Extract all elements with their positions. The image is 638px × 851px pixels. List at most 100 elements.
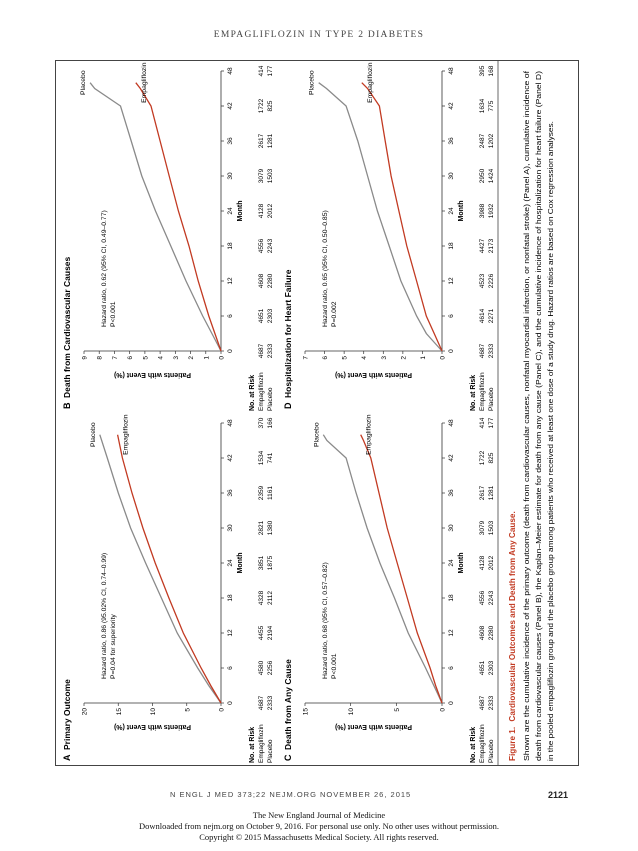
panel-a-y-tick-label: 5 [184,708,191,712]
panel-c-at-risk-value: 1503 [488,520,495,535]
panel-c-at-risk-value: 1281 [488,485,495,500]
panel-a-y-axis-title: Patients with Event (%) [114,723,191,730]
panel-c-at-risk-value: 2012 [488,555,495,570]
panel-a-placebo-curve [99,434,222,704]
panel-b-at-risk-value: 177 [267,65,274,76]
panel-b-placebo-label: Placebo [80,70,87,95]
panel-a-x-tick-label: 12 [227,629,234,637]
panel-b-y-tick-label: 2 [188,356,195,360]
panel-c-at-risk-value: 2333 [488,695,495,710]
panel-a-x-tick-label: 36 [227,489,234,497]
panel-c-x-tick-label: 0 [448,701,455,705]
panel-c-at-risk-value: 1722 [479,450,486,465]
panel-a-at-risk-value: 741 [267,452,274,463]
panel-b-at-risk-value: 2617 [258,133,265,148]
panel-d-at-risk-value: 1202 [488,133,495,148]
panel-d-at-risk-value: 1634 [479,98,486,113]
panel-d-letter: D [283,402,293,409]
panel-c-y-tick-label: 5 [394,708,401,712]
panel-b-empagliflozin-curve [135,82,222,352]
panel-b-at-risk-value: 414 [258,65,265,76]
panel-a-y-tick-label: 15 [116,708,123,716]
panel-b-y-tick-label: 7 [112,356,119,360]
panel-d-placebo-curve [318,82,443,352]
panel-d-at-risk-value: 1424 [488,168,495,183]
panel-c-at-risk-row-label: Placebo [488,739,495,763]
panel-d-at-risk-value: 2950 [479,168,486,183]
panel-d-at-risk-value: 4614 [479,308,486,323]
figure-caption-label: Figure 1. [508,727,517,761]
panel-c-x-tick-label: 12 [448,629,455,637]
panel-b-y-tick-label: 4 [158,356,165,360]
caption-line-2: death from cardiovascular causes (Panel … [534,70,543,761]
panel-d-at-risk-header: No. at Risk [470,375,477,411]
panel-a-letter: A [62,754,72,761]
panel-a: A Primary Outcome 0 5 10 15 20 0 6 12 18 24 30 36 42 48… [62,414,274,763]
panel-a-at-risk-value: 2359 [258,485,265,500]
panel-d-hazard-ratio-line: Hazard ratio, 0.65 (95% CI, 0.50–0.85) [322,210,329,327]
panel-c-x-tick-label: 48 [448,419,455,427]
panel-b-x-tick-label: 0 [227,349,234,353]
panel-b-at-risk-value: 1722 [258,98,265,113]
notice-line-3: Copyright © 2015 Massachusetts Medical S… [199,832,439,842]
panel-b-empagliflozin-label: Empagliflozin [141,62,148,103]
panel-d-at-risk-value: 2226 [488,273,495,288]
panel-a-at-risk-value: 1161 [267,486,274,500]
panel-b-x-tick-label: 48 [227,67,234,75]
panel-b-at-risk-value: 1503 [267,168,274,183]
panel-b-at-risk-value: 2280 [267,273,274,288]
panel-d-at-risk-row-label: Placebo [488,387,495,411]
panel-d-x-tick-label: 18 [448,242,455,250]
panel-a-hazard-ratio-line: P=0.04 for superiority [110,614,117,679]
panel-c-placebo-label: Placebo [313,422,320,447]
journal-reference: N ENGL J MED 373;22 NEJM.ORG NOVEMBER 26… [170,790,412,799]
panel-c-at-risk-header: No. at Risk [470,727,477,763]
panel-d-y-tick-label: 4 [361,356,368,360]
panel-d-y-tick-label: 1 [420,356,427,360]
panel-a-at-risk-value: 1380 [267,520,274,535]
panel-d-y-tick-label: 5 [342,356,349,360]
panel-a-empagliflozin-label: Empagliflozin [123,414,130,455]
panel-b-x-tick-label: 6 [227,314,234,318]
figure-caption-title: Cardiovascular Outcomes and Death from A… [508,511,517,721]
panel-c-y-tick-label: 15 [303,708,310,716]
panel-a-at-risk-value: 166 [267,417,274,428]
panel-b-y-tick-label: 3 [173,356,180,360]
panel-a-placebo-label: Placebo [90,422,97,447]
panel-b-at-risk-value: 4687 [258,343,265,358]
panel-b-at-risk-value: 1281 [267,133,274,148]
panel-b-at-risk-value: 2333 [267,343,274,358]
panel-c-at-risk-value: 4556 [479,590,486,605]
panel-d-at-risk-value: 395 [479,65,486,76]
panel-c-at-risk-value: 2243 [488,590,495,605]
panel-b-at-risk-value: 4651 [258,308,265,323]
panel-c-at-risk-value: 2617 [479,485,486,500]
panel-c-hazard-ratio-line: Hazard ratio, 0.68 (95% CI, 0.57–0.82) [322,562,329,679]
panel-b-placebo-curve [89,82,222,352]
panel-a-y-tick-label: 0 [219,708,226,712]
panel-d-y-tick-label: 7 [303,356,310,360]
panel-d-empagliflozin-curve [361,82,443,352]
panel-a-at-risk-value: 2256 [267,660,274,675]
panel-b-at-risk-row-label: Empagliflozin [258,372,265,411]
panel-b-y-tick-label: 0 [219,356,226,360]
panel-c-x-tick-label: 6 [448,666,455,670]
notice-line-1: The New England Journal of Medicine [252,810,386,820]
panel-b-y-tick-label: 9 [82,356,89,360]
figure-rotated-content: Figure 1. Cardiovascular Outcomes and De… [56,61,578,765]
panel-d-y-tick-label: 2 [400,356,407,360]
panel-b-x-tick-label: 24 [227,207,234,215]
panel-c-at-risk-value: 4608 [479,625,486,640]
panel-b-letter: B [62,402,72,409]
panel-d-at-risk-value: 2333 [488,343,495,358]
panel-c-letter: C [283,754,293,761]
panel-d-at-risk-value: 3988 [479,203,486,218]
panel-c-y-tick-label: 10 [348,708,355,716]
panel-c-y-tick-label: 0 [440,708,447,712]
panel-d-y-axis-title: Patients with Event (%) [335,371,412,378]
panel-a-at-risk-header: No. at Risk [249,727,256,763]
panel-a-x-tick-label: 6 [227,666,234,670]
panel-b-at-risk-header: No. at Risk [249,375,256,411]
panel-a-empagliflozin-curve [116,434,222,704]
